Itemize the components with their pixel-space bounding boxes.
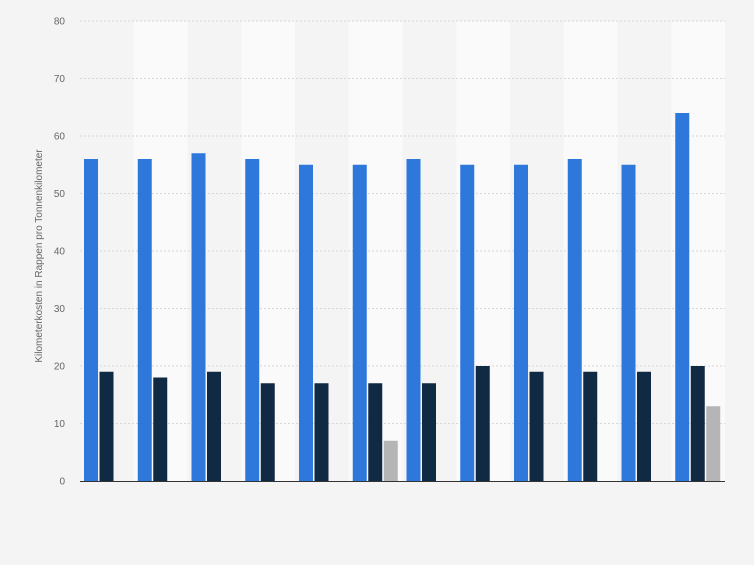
y-tick-label: 40 bbox=[54, 247, 66, 258]
y-tick-label: 50 bbox=[54, 189, 66, 200]
y-tick-label: 60 bbox=[54, 132, 66, 143]
bars bbox=[84, 113, 721, 481]
y-tick-label: 20 bbox=[54, 362, 66, 373]
bar bbox=[99, 371, 114, 481]
bar bbox=[84, 159, 98, 481]
bar bbox=[352, 164, 367, 481]
bar bbox=[314, 383, 329, 481]
bar bbox=[422, 383, 436, 481]
bar bbox=[675, 113, 690, 481]
bar bbox=[706, 406, 721, 481]
bar bbox=[153, 377, 168, 481]
bar bbox=[207, 371, 221, 481]
bar bbox=[475, 366, 490, 481]
y-tick-label: 30 bbox=[54, 304, 66, 315]
bar bbox=[583, 371, 598, 481]
bar bbox=[299, 164, 313, 481]
bar bbox=[137, 159, 152, 481]
bar bbox=[368, 383, 383, 481]
y-tick-label: 80 bbox=[54, 17, 66, 28]
bar bbox=[460, 164, 475, 481]
y-tick-label: 0 bbox=[59, 477, 65, 488]
bar bbox=[383, 440, 398, 481]
bar bbox=[514, 164, 528, 481]
bar bbox=[690, 366, 705, 481]
gridlines bbox=[80, 20, 725, 424]
y-tick-label: 10 bbox=[54, 419, 66, 430]
bar bbox=[621, 164, 636, 481]
bar bbox=[245, 159, 260, 481]
bar bbox=[529, 371, 544, 481]
y-tick-labels: 0 10 20 30 40 50 60 70 80 bbox=[54, 17, 66, 488]
bar bbox=[260, 383, 275, 481]
y-tick-label: 70 bbox=[54, 74, 66, 85]
bar bbox=[406, 159, 421, 481]
bar bbox=[637, 371, 651, 481]
bar bbox=[191, 153, 206, 481]
bar bbox=[567, 159, 582, 481]
y-axis-label: Kilometerkosten in Rappen pro Tonnenkilo… bbox=[34, 149, 45, 363]
